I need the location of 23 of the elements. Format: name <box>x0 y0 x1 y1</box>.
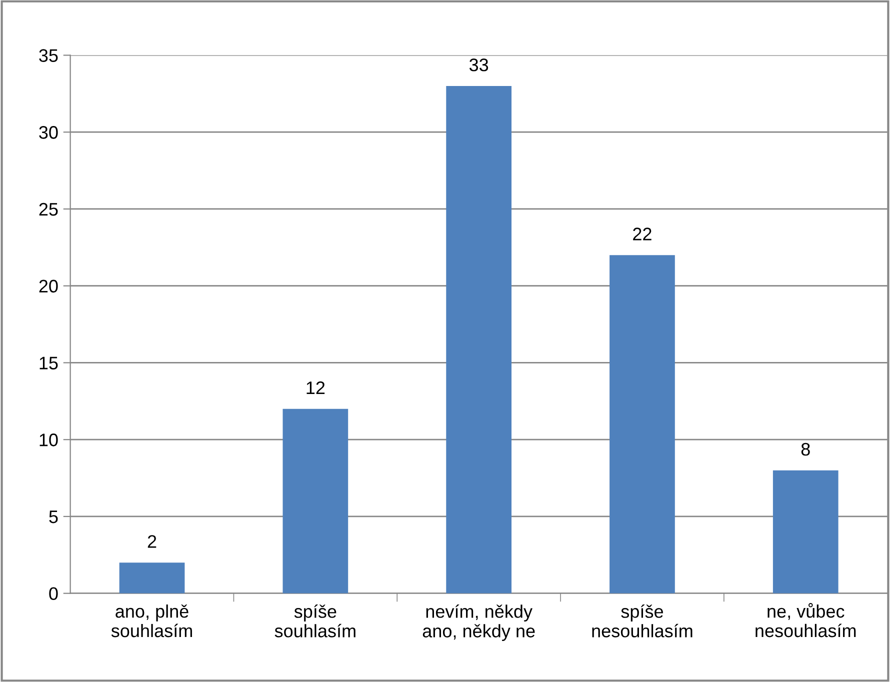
bar <box>119 562 185 594</box>
x-tick-label: nevím, někdy ano, někdy ne <box>422 604 535 642</box>
y-tick-label: 30 <box>39 126 58 139</box>
data-label: 12 <box>306 381 325 394</box>
y-tick-label: 5 <box>49 510 58 524</box>
y-tick-label: 15 <box>40 356 58 370</box>
y-tick-label: 35 <box>39 49 58 62</box>
y-tick-label: 0 <box>49 587 58 600</box>
y-tick-label: 10 <box>40 434 58 446</box>
data-label: 33 <box>469 58 488 72</box>
x-tick-label: ano, plně souhlasím <box>111 604 192 638</box>
bar <box>772 470 838 594</box>
x-tick-label: spíše nesouhlasím <box>592 604 692 638</box>
bar <box>446 86 512 594</box>
data-label: 2 <box>148 535 156 548</box>
y-tick-label: 20 <box>39 280 58 293</box>
bar <box>610 255 675 594</box>
x-tick-label: spíše souhlasím <box>274 604 356 638</box>
data-label: 22 <box>633 228 652 240</box>
data-label: 8 <box>801 442 810 456</box>
bar <box>282 408 348 594</box>
y-tick-label: 25 <box>39 202 58 216</box>
x-tick-label: ne, vůbec nesouhlasím <box>756 603 856 638</box>
